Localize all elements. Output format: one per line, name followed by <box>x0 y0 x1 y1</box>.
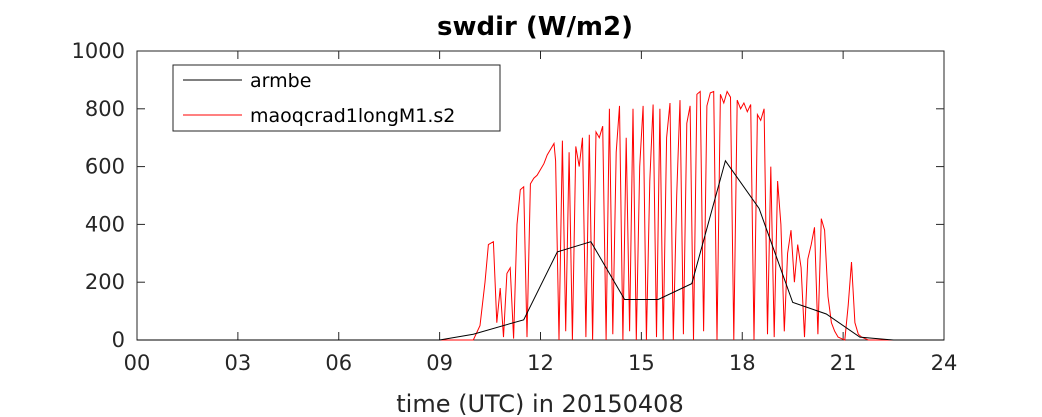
x-tick-label: 24 <box>931 351 958 375</box>
series-line-armbe <box>137 159 944 341</box>
x-tick-label: 00 <box>124 351 151 375</box>
y-tick-label: 0 <box>112 328 125 352</box>
chart-title: swdir (W/m2) <box>437 12 633 42</box>
x-axis-label: time (UTC) in 20150408 <box>396 390 683 417</box>
x-axis-ticks: 00 03 06 09 12 15 18 21 24 <box>124 51 958 375</box>
x-tick-label: 18 <box>729 351 756 375</box>
x-tick-label: 12 <box>527 351 554 375</box>
y-tick-label: 200 <box>85 270 125 294</box>
x-tick-label: 09 <box>426 351 453 375</box>
legend-label-armbe: armbe <box>250 70 311 92</box>
legend-box <box>172 64 501 132</box>
x-tick-label: 15 <box>628 351 655 375</box>
x-tick-label: 21 <box>830 351 857 375</box>
x-tick-label: 06 <box>325 351 352 375</box>
y-tick-label: 1000 <box>72 39 125 63</box>
y-tick-label: 400 <box>85 212 125 236</box>
y-tick-label: 600 <box>85 155 125 179</box>
legend: armbe maoqcrad1longM1.s2 <box>172 64 501 132</box>
series-layer <box>137 90 944 341</box>
legend-label-maoqcrad: maoqcrad1longM1.s2 <box>250 105 455 127</box>
y-tick-label: 800 <box>85 97 125 121</box>
x-tick-label: 03 <box>225 351 252 375</box>
y-axis-ticks: 0 200 400 600 800 1000 <box>72 39 944 352</box>
series-line-maoqcrad1longM1-s2 <box>137 90 944 341</box>
